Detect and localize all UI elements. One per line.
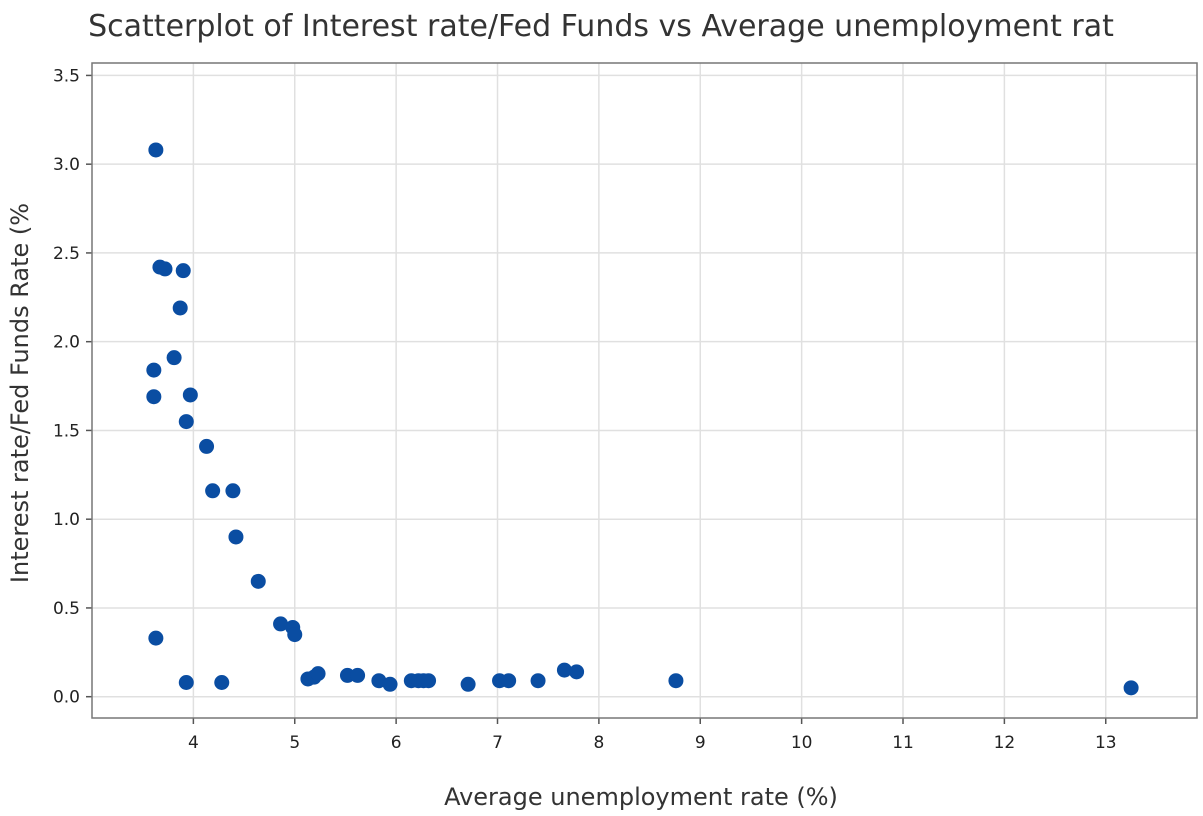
x-tick-label: 7 <box>492 733 503 753</box>
y-tick-label: 1.5 <box>53 421 80 441</box>
data-point <box>146 389 162 405</box>
x-tick-label: 13 <box>1095 733 1117 753</box>
x-tick-label: 10 <box>791 733 813 753</box>
chart-title: Scatterplot of Interest rate/Fed Funds v… <box>88 9 1114 44</box>
x-tick-label: 11 <box>892 733 914 753</box>
data-point <box>556 662 572 678</box>
data-point <box>273 616 289 632</box>
data-point <box>225 483 241 499</box>
x-axis-label: Average unemployment rate (%) <box>444 783 838 811</box>
plot-frame <box>91 62 1198 719</box>
data-point <box>501 673 517 689</box>
data-point <box>157 261 173 277</box>
y-tick-label: 1.0 <box>53 510 80 530</box>
data-point <box>148 630 164 646</box>
data-point <box>421 673 437 689</box>
data-points <box>146 142 1139 696</box>
data-point <box>166 350 182 366</box>
data-point <box>205 483 221 499</box>
data-point <box>530 673 546 689</box>
y-tick-label: 3.5 <box>53 66 80 86</box>
grid-lines <box>92 63 1197 718</box>
data-point <box>182 387 198 403</box>
data-point <box>175 263 191 279</box>
data-point <box>287 627 303 643</box>
data-point <box>460 676 476 692</box>
data-point <box>178 414 194 430</box>
y-axis-label: Interest rate/Fed Funds Rate (% <box>6 203 34 583</box>
x-tick-label: 6 <box>391 733 402 753</box>
data-point <box>228 529 244 545</box>
data-point <box>199 438 215 454</box>
data-point <box>1123 680 1139 696</box>
x-tick-label: 8 <box>593 733 604 753</box>
data-point <box>172 300 188 316</box>
data-point <box>569 664 585 680</box>
data-point <box>214 674 230 690</box>
data-point <box>382 676 398 692</box>
data-point <box>310 666 326 682</box>
y-tick-label: 2.5 <box>53 244 80 264</box>
data-point <box>178 674 194 690</box>
data-point <box>668 673 684 689</box>
data-point <box>350 667 366 683</box>
x-tick-label: 4 <box>188 733 199 753</box>
data-point <box>148 142 164 158</box>
data-point <box>146 362 162 378</box>
y-tick-label: 3.0 <box>53 155 80 175</box>
x-tick-label: 5 <box>289 733 300 753</box>
x-tick-label: 12 <box>994 733 1016 753</box>
y-tick-label: 0.5 <box>53 599 80 619</box>
x-tick-label: 9 <box>695 733 706 753</box>
data-point <box>250 573 266 589</box>
y-tick-label: 2.0 <box>53 333 80 353</box>
axis-ticks: 4 5 6 7 8 9 10 11 12 13 0.0 0.5 1.0 1.5 2.0 2.5 3.0 3.5 <box>53 66 1117 753</box>
y-tick-label: 0.0 <box>53 688 80 708</box>
